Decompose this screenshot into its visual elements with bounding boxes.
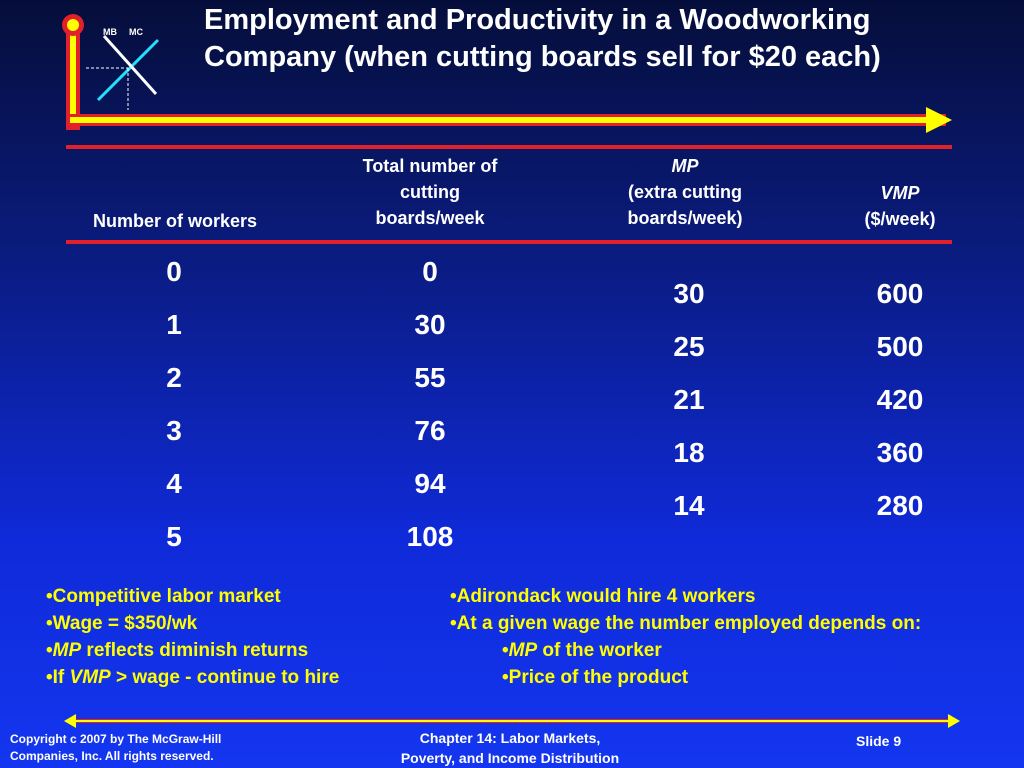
workers-cell: 0 bbox=[166, 256, 182, 287]
copyright-notice: Copyright c 2007 by The McGraw-Hill Comp… bbox=[10, 732, 222, 763]
header-total: Total number of cutting boards/week bbox=[320, 153, 540, 231]
workers-cell: 1 bbox=[166, 309, 182, 340]
header-mp-line1: MP bbox=[671, 156, 699, 176]
left-bullet-list: •Competitive labor market •Wage = $350/w… bbox=[46, 583, 339, 691]
total-cell: 76 bbox=[414, 415, 446, 446]
mp-cell: 30 bbox=[673, 278, 705, 309]
mc-label: MC bbox=[129, 27, 143, 37]
total-cell: 0 bbox=[422, 256, 438, 287]
header-mp-line2: (extra cutting bbox=[627, 182, 742, 202]
mb-mc-logo bbox=[62, 14, 952, 133]
vmp-cell: 420 bbox=[876, 384, 924, 415]
mc-line bbox=[102, 34, 158, 96]
mp-cell: 18 bbox=[673, 437, 705, 468]
header-vmp-line1: VMP bbox=[880, 183, 920, 203]
total-cell: 55 bbox=[414, 362, 446, 393]
total-cell: 94 bbox=[414, 468, 446, 499]
axis-arrow-head bbox=[926, 107, 952, 133]
slide-title: Employment and Productivity in a Woodwor… bbox=[204, 4, 881, 73]
bullet-item: •MP reflects diminish returns bbox=[46, 640, 309, 661]
workers-cell: 3 bbox=[166, 415, 182, 446]
mb-label: MB bbox=[103, 27, 117, 37]
mp-cell: 25 bbox=[673, 331, 705, 362]
bullet-item: •If VMP > wage - continue to hire bbox=[46, 667, 340, 688]
right-bullet-list: •Adirondack would hire 4 workers •At a g… bbox=[450, 583, 921, 691]
total-cell: 108 bbox=[406, 521, 454, 552]
bullet-item: •Competitive labor market bbox=[46, 586, 281, 607]
sub-bullet-item: •MP of the worker bbox=[502, 640, 662, 661]
workers-cell: 5 bbox=[166, 521, 182, 552]
header-total-line2: cutting bbox=[400, 182, 460, 202]
table-header-rule bbox=[66, 240, 952, 244]
bullet-item: •At a given wage the number employed dep… bbox=[450, 613, 922, 634]
table-top-rule bbox=[66, 145, 952, 149]
bullet-item: •Adirondack would hire 4 workers bbox=[450, 586, 756, 607]
vmp-cell: 600 bbox=[876, 278, 924, 309]
header-mp-line3: boards/week) bbox=[627, 208, 743, 228]
workers-cell: 4 bbox=[166, 468, 182, 499]
vmp-cell: 360 bbox=[876, 437, 924, 468]
mp-cell: 21 bbox=[673, 384, 705, 415]
total-cell: 30 bbox=[414, 309, 446, 340]
vmp-cell: 500 bbox=[876, 331, 924, 362]
workers-cell: 2 bbox=[166, 362, 182, 393]
sub-bullet-item: •Price of the product bbox=[502, 667, 689, 688]
header-vmp: VMP ($/week) bbox=[840, 180, 960, 232]
vmp-cell: 280 bbox=[876, 490, 924, 521]
header-workers: Number of workers bbox=[92, 211, 258, 231]
chapter-caption: Chapter 14: Labor Markets, Poverty, and … bbox=[400, 730, 620, 766]
footer-double-arrow bbox=[64, 714, 960, 728]
header-mp: MP (extra cutting boards/week) bbox=[580, 153, 790, 231]
header-total-line3: boards/week bbox=[375, 208, 485, 228]
mp-cell: 14 bbox=[673, 490, 705, 521]
header-vmp-line2: ($/week) bbox=[864, 209, 936, 229]
bullet-item: •Wage = $350/wk bbox=[46, 613, 198, 634]
slide-number: Slide 9 bbox=[856, 733, 902, 749]
header-total-line1: Total number of bbox=[362, 156, 498, 176]
